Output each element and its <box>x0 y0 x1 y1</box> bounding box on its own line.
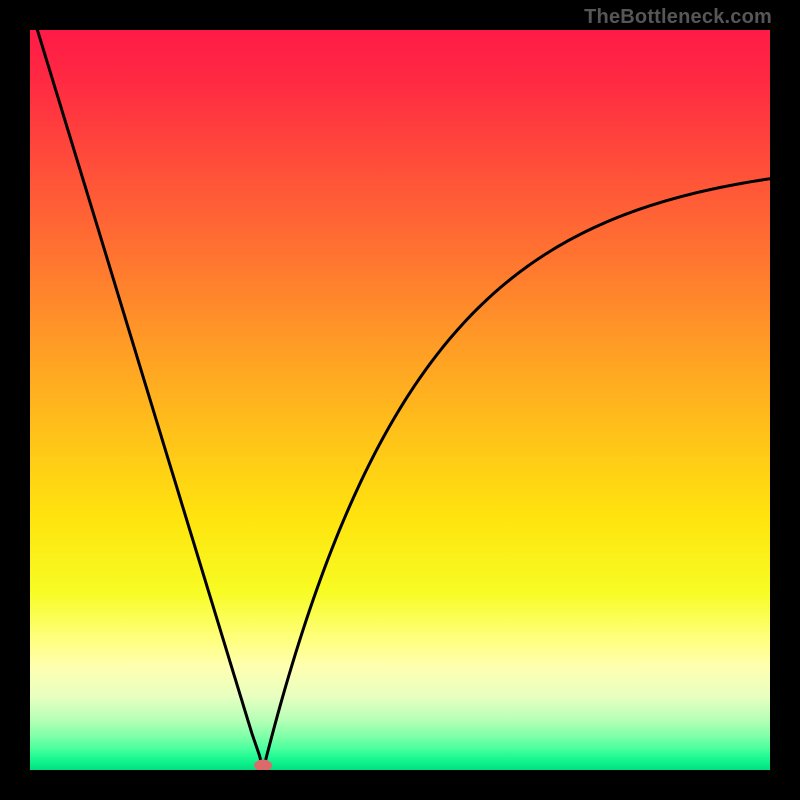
chart-frame: TheBottleneck.com <box>0 0 800 800</box>
watermark-text: TheBottleneck.com <box>584 6 772 29</box>
gradient-background <box>30 30 770 770</box>
plot-area <box>30 30 770 770</box>
plot-svg <box>30 30 770 770</box>
